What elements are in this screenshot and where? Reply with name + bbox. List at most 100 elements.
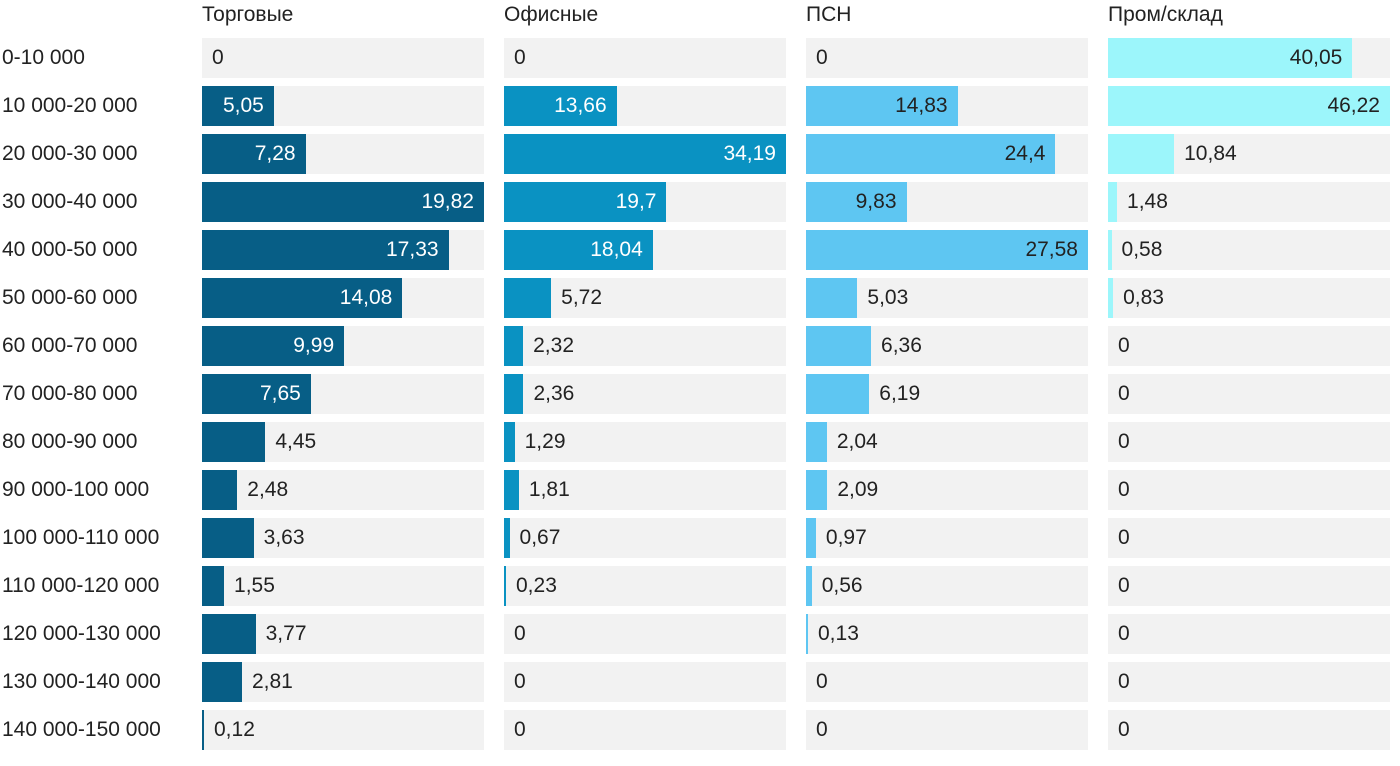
series-title: ПСН [806, 3, 852, 26]
data-label: 6,19 [879, 382, 921, 405]
bar [806, 278, 858, 318]
data-label: 6,36 [881, 334, 922, 357]
bar-track: 1,81 [504, 470, 786, 510]
bar [504, 278, 552, 318]
data-label: 0 [816, 46, 828, 69]
bar-track: 2,36 [504, 374, 786, 414]
bar-track: 13,66 [504, 86, 786, 126]
bar-track: 14,83 [806, 86, 1088, 126]
bar-track: 0 [1108, 326, 1390, 366]
bar [202, 278, 403, 318]
bar-track: 40,05 [1108, 38, 1390, 78]
data-label: 2,36 [533, 382, 575, 405]
bar-track: 4,45 [202, 422, 484, 462]
bar [202, 614, 256, 654]
bar-track: 0 [806, 38, 1088, 78]
bar-track: 1,55 [202, 566, 484, 606]
bar [1108, 86, 1390, 126]
category-label: 0-10 000 [2, 46, 85, 69]
bar-track: 0 [1108, 374, 1390, 414]
bar-track: 0,83 [1108, 278, 1390, 318]
data-label: 10,84 [1184, 142, 1237, 165]
data-label: 0 [1118, 574, 1130, 597]
bar-track: 0 [504, 614, 786, 654]
data-label: 0 [1118, 478, 1130, 501]
bar-track: 0 [1108, 518, 1390, 558]
data-label: 14,08 [339, 286, 393, 309]
bar-track: 0 [202, 38, 484, 78]
bar [202, 182, 484, 222]
bar-track: 0 [1108, 422, 1390, 462]
data-label: 0 [1118, 622, 1130, 645]
bar-track: 0 [504, 662, 786, 702]
bar-track: 10,84 [1108, 134, 1390, 174]
data-label: 13,66 [554, 94, 607, 117]
category-label: 130 000-140 000 [2, 670, 161, 693]
bar [504, 230, 653, 270]
data-label: 0 [1118, 718, 1130, 741]
bar [806, 134, 1056, 174]
data-label: 0 [514, 46, 526, 69]
category-label: 110 000-120 000 [2, 574, 160, 597]
data-label: 3,63 [263, 526, 305, 549]
data-label: 0,83 [1123, 286, 1164, 309]
bar [504, 86, 617, 126]
data-label: 1,29 [524, 430, 566, 453]
bar [504, 566, 506, 606]
bar-track: 2,81 [202, 662, 484, 702]
data-label: 2,04 [836, 430, 878, 453]
data-label: 0,23 [516, 574, 557, 597]
bar [1108, 38, 1353, 78]
data-label: 0,13 [818, 622, 859, 645]
data-label: 19,82 [421, 190, 474, 213]
data-label: 19,7 [615, 190, 657, 213]
category-label: 70 000-80 000 [2, 382, 138, 405]
data-label: 7,65 [259, 382, 301, 405]
bar [202, 566, 225, 606]
bar [504, 422, 515, 462]
bar-track: 3,77 [202, 614, 484, 654]
data-label: 0 [514, 670, 526, 693]
bar-track: 5,03 [806, 278, 1088, 318]
data-label: 18,04 [590, 238, 643, 261]
category-label: 40 000-50 000 [2, 238, 138, 261]
bar-track: 19,82 [202, 182, 484, 222]
bar [806, 326, 872, 366]
bar [504, 470, 519, 510]
data-label: 46,22 [1327, 94, 1380, 117]
data-label: 0 [1118, 334, 1130, 357]
data-label: 0,97 [825, 526, 867, 549]
bar [806, 374, 870, 414]
category-label: 100 000-110 000 [2, 526, 160, 549]
data-label: 5,05 [222, 94, 264, 117]
data-label: 0,58 [1121, 238, 1163, 261]
bar [202, 326, 345, 366]
data-label: 4,45 [275, 430, 317, 453]
data-label: 0,12 [214, 718, 255, 741]
data-label: 2,81 [251, 670, 293, 693]
data-label: 2,09 [837, 478, 879, 501]
bar [1108, 134, 1175, 174]
data-label: 2,32 [533, 334, 574, 357]
bar-track: 0 [504, 710, 786, 750]
bar-track: 0,67 [504, 518, 786, 558]
bar-track: 7,65 [202, 374, 484, 414]
bar-track: 7,28 [202, 134, 484, 174]
bar-track: 34,19 [504, 134, 786, 174]
bar [806, 422, 827, 462]
bar-track: 0,58 [1108, 230, 1390, 270]
bar [202, 710, 204, 750]
bar [202, 518, 254, 558]
data-label: 1,81 [528, 478, 570, 501]
bar [1108, 182, 1118, 222]
bar [504, 374, 524, 414]
bar [1108, 230, 1112, 270]
bar-track: 0 [504, 38, 786, 78]
bar-track: 1,48 [1108, 182, 1390, 222]
data-label: 0 [816, 718, 828, 741]
bar [806, 182, 907, 222]
category-label: 140 000-150 000 [2, 718, 161, 741]
bar-track: 0,56 [806, 566, 1088, 606]
bar-track: 0 [1108, 662, 1390, 702]
